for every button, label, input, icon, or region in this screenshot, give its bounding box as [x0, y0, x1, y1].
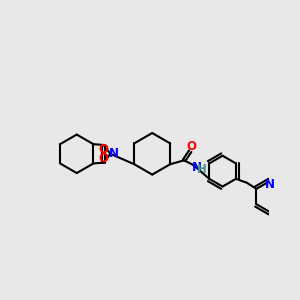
Text: O: O: [99, 143, 109, 156]
Text: N: N: [108, 147, 118, 160]
Text: N: N: [192, 161, 202, 174]
Text: N: N: [265, 178, 275, 191]
Text: O: O: [187, 140, 197, 153]
Text: H: H: [197, 163, 207, 176]
Text: O: O: [99, 152, 109, 164]
